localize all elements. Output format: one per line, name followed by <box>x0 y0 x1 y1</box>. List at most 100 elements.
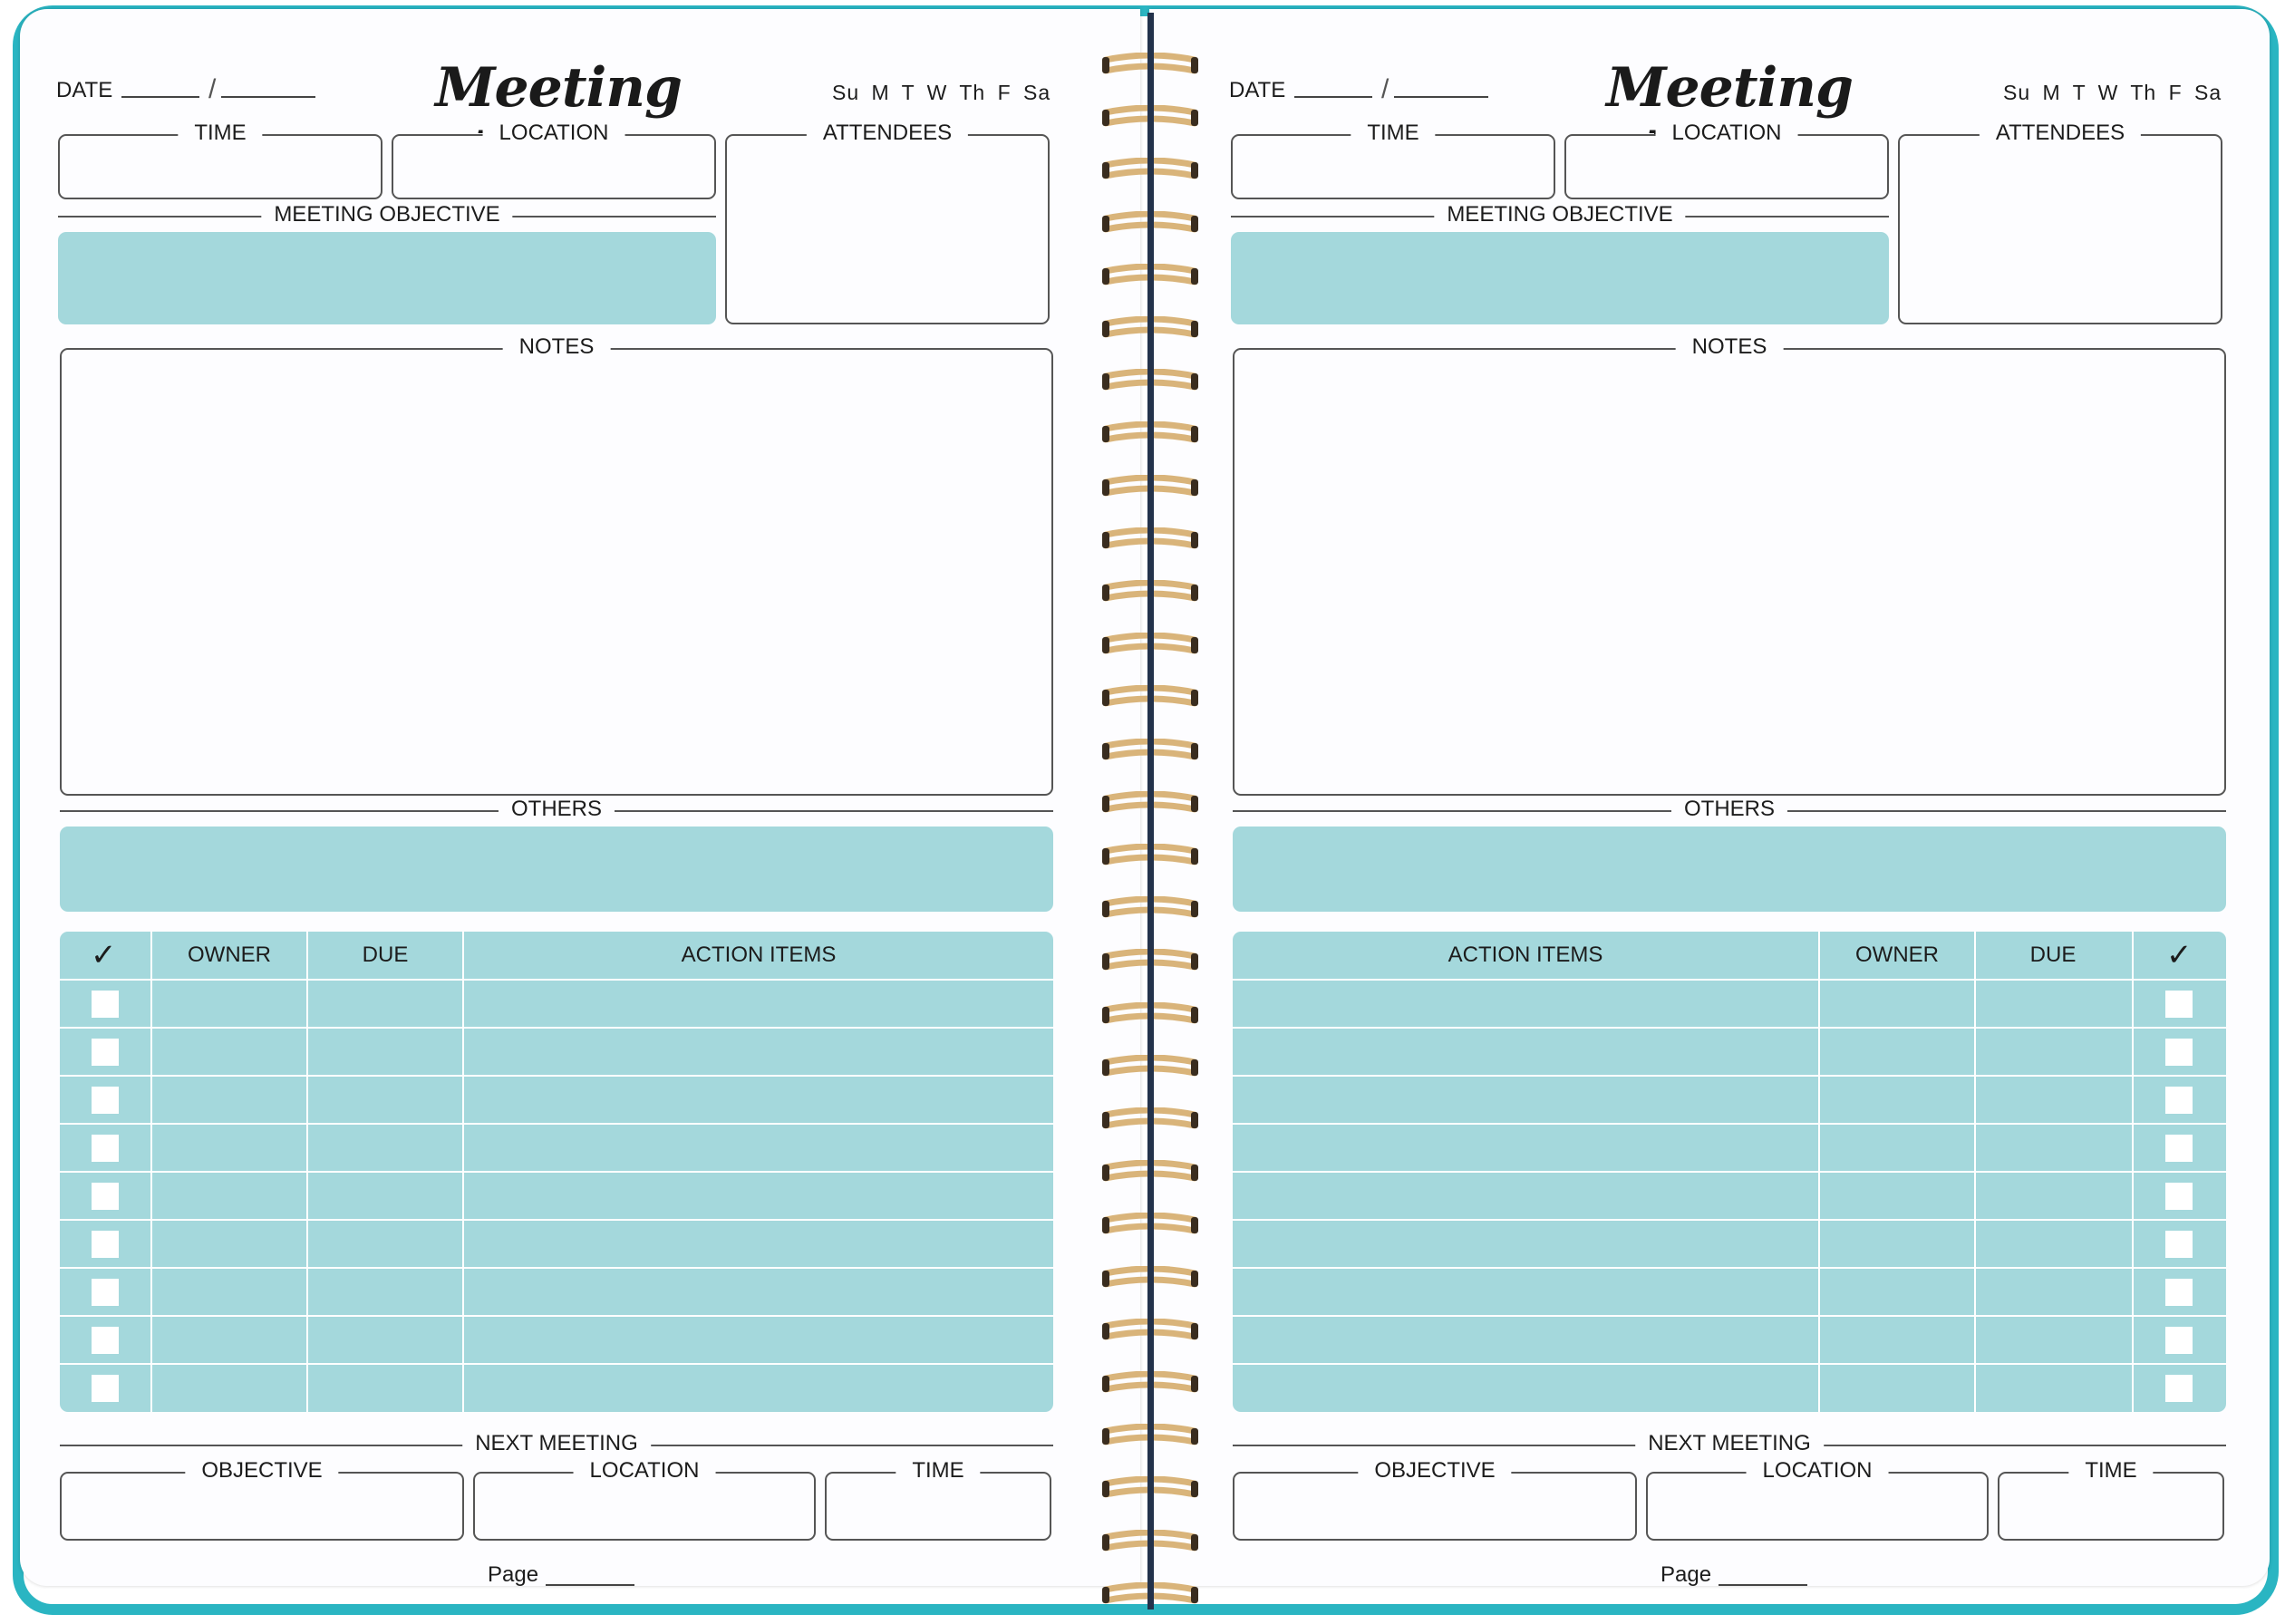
checkbox[interactable] <box>2165 1231 2193 1258</box>
checkbox[interactable] <box>2165 1183 2193 1210</box>
location-label: LOCATION <box>1746 1458 1889 1484</box>
time-label: TIME <box>178 121 263 146</box>
table-row[interactable] <box>1233 1075 2226 1123</box>
table-row[interactable] <box>1233 979 2226 1027</box>
page-number-field[interactable] <box>546 1584 634 1586</box>
checkbox[interactable] <box>92 1327 119 1354</box>
action-items-header: ACTION ITEMS <box>1447 942 1603 967</box>
weekday-selector[interactable]: Su M T W Th F Sa <box>832 81 1051 104</box>
next-meeting-label: NEXT MEETING <box>1635 1431 1824 1456</box>
objective-label: OBJECTIVE <box>1358 1458 1512 1484</box>
checkbox[interactable] <box>92 1135 119 1162</box>
next-location-field[interactable]: LOCATION <box>473 1458 816 1541</box>
attendees-field[interactable]: ATTENDEES <box>725 121 1050 324</box>
spiral-coil <box>1099 1475 1202 1504</box>
column-divider <box>306 932 308 1412</box>
date-label: DATE <box>56 78 113 102</box>
table-row[interactable] <box>60 1027 1053 1075</box>
date-field-day[interactable] <box>1394 96 1488 98</box>
checkbox[interactable] <box>2165 1327 2193 1354</box>
table-row[interactable] <box>60 1123 1053 1171</box>
notes-field[interactable]: NOTES <box>60 334 1053 796</box>
checkbox[interactable] <box>2165 1375 2193 1402</box>
checkbox[interactable] <box>92 1231 119 1258</box>
spiral-coil <box>1099 527 1202 555</box>
table-row[interactable] <box>1233 1123 2226 1171</box>
meeting-objective-field[interactable] <box>58 232 716 324</box>
table-row[interactable] <box>60 1075 1053 1123</box>
page-number-field[interactable] <box>1719 1584 1807 1586</box>
spiral-coil <box>1099 1318 1202 1346</box>
checkmark-icon: ✓ <box>2166 938 2193 972</box>
time-label: TIME <box>1351 121 1436 146</box>
time-field[interactable]: TIME <box>58 121 382 199</box>
time-label: TIME <box>896 1458 981 1484</box>
next-location-field[interactable]: LOCATION <box>1646 1458 1989 1541</box>
column-divider <box>1818 932 1820 1412</box>
spiral-coil <box>1099 263 1202 291</box>
checkbox[interactable] <box>92 1375 119 1402</box>
time-field[interactable]: TIME <box>1231 121 1555 199</box>
location-field[interactable]: LOCATION <box>392 121 716 199</box>
date-field-day[interactable] <box>221 96 315 98</box>
spiral-coil <box>1099 684 1202 713</box>
checkbox[interactable] <box>92 1087 119 1114</box>
page-label: Page <box>1660 1562 1712 1587</box>
spiral-coil <box>1099 632 1202 661</box>
checkbox[interactable] <box>2165 1039 2193 1066</box>
checkbox[interactable] <box>92 1039 119 1066</box>
checkbox[interactable] <box>92 1183 119 1210</box>
table-row[interactable] <box>60 1267 1053 1315</box>
checkbox[interactable] <box>92 991 119 1018</box>
owner-header: OWNER <box>188 942 271 967</box>
table-row[interactable] <box>1233 1171 2226 1219</box>
location-label: LOCATION <box>1655 121 1798 146</box>
date-separator: / <box>1381 74 1389 104</box>
spiral-coil <box>1099 1159 1202 1188</box>
date-field-month[interactable] <box>121 96 199 98</box>
spiral-coil <box>1099 157 1202 186</box>
next-objective-field[interactable]: OBJECTIVE <box>60 1458 464 1541</box>
meeting-objective-label: MEETING OBJECTIVE <box>261 202 513 227</box>
attendees-label: ATTENDEES <box>1979 121 2142 146</box>
checkmark-icon: ✓ <box>91 938 117 972</box>
checkbox[interactable] <box>2165 991 2193 1018</box>
table-row[interactable] <box>1233 1315 2226 1363</box>
others-divider: OTHERS <box>1233 797 2226 822</box>
time-label: TIME <box>2068 1458 2154 1484</box>
table-row[interactable] <box>60 1219 1053 1267</box>
table-row[interactable] <box>60 1363 1053 1411</box>
checkbox[interactable] <box>2165 1279 2193 1306</box>
location-field[interactable]: LOCATION <box>1564 121 1889 199</box>
checkbox[interactable] <box>2165 1135 2193 1162</box>
table-row[interactable] <box>1233 1267 2226 1315</box>
notes-label: NOTES <box>502 334 611 360</box>
date-field-month[interactable] <box>1294 96 1372 98</box>
spiral-coil <box>1099 895 1202 924</box>
next-objective-field[interactable]: OBJECTIVE <box>1233 1458 1637 1541</box>
table-row[interactable] <box>60 1315 1053 1363</box>
checkbox[interactable] <box>92 1279 119 1306</box>
table-row[interactable] <box>1233 1363 2226 1411</box>
weekday-selector[interactable]: Su M T W Th F Sa <box>2003 81 2222 104</box>
others-label: OTHERS <box>1670 797 1788 822</box>
attendees-field[interactable]: ATTENDEES <box>1898 121 2222 324</box>
spiral-coil <box>1099 790 1202 818</box>
table-row[interactable] <box>1233 1027 2226 1075</box>
table-row[interactable] <box>60 979 1053 1027</box>
spiral-coil <box>1099 210 1202 238</box>
checkbox[interactable] <box>2165 1087 2193 1114</box>
others-divider: OTHERS <box>60 797 1053 822</box>
others-field[interactable] <box>1233 826 2226 912</box>
next-time-field[interactable]: TIME <box>1998 1458 2224 1541</box>
others-field[interactable] <box>60 826 1053 912</box>
meeting-objective-divider: MEETING OBJECTIVE <box>1231 202 1889 227</box>
table-header: ✓ OWNER DUE ACTION ITEMS <box>60 932 1053 979</box>
location-label: LOCATION <box>573 1458 716 1484</box>
notes-field[interactable]: NOTES <box>1233 334 2226 796</box>
next-time-field[interactable]: TIME <box>825 1458 1051 1541</box>
table-row[interactable] <box>60 1171 1053 1219</box>
meeting-objective-field[interactable] <box>1231 232 1889 324</box>
table-row[interactable] <box>1233 1219 2226 1267</box>
spiral-coil <box>1099 474 1202 502</box>
